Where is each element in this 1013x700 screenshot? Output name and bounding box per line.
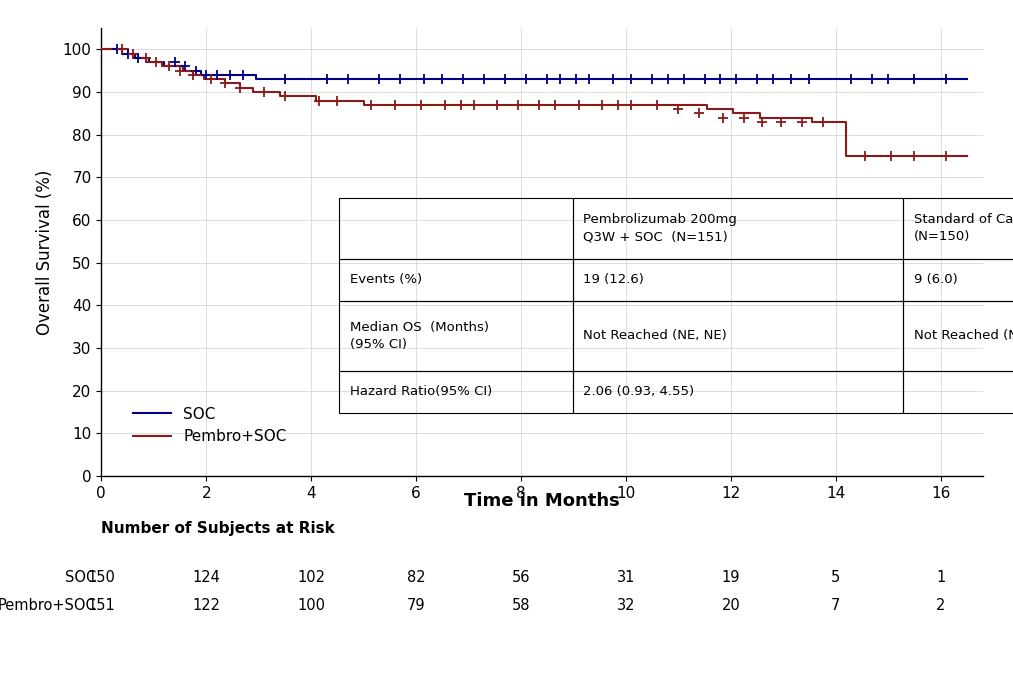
Bar: [339, 198, 572, 259]
Text: 2: 2: [936, 598, 945, 613]
Text: 100: 100: [297, 598, 325, 613]
Text: 102: 102: [297, 570, 325, 585]
Text: Not Reached (NE, NE): Not Reached (NE, NE): [583, 330, 727, 342]
Bar: [572, 198, 904, 259]
Text: SOC: SOC: [65, 570, 96, 585]
Bar: [904, 371, 1013, 413]
Bar: [904, 259, 1013, 301]
Text: 150: 150: [87, 570, 115, 585]
Text: Median OS  (Months)
(95% CI): Median OS (Months) (95% CI): [349, 321, 489, 351]
Text: Pembro+SOC: Pembro+SOC: [0, 598, 96, 613]
Text: 79: 79: [407, 598, 425, 613]
Text: Time in Months: Time in Months: [464, 491, 620, 510]
Text: 82: 82: [407, 570, 425, 585]
Text: 5: 5: [831, 570, 841, 585]
Bar: [572, 259, 904, 301]
Text: 7: 7: [831, 598, 841, 613]
Text: 56: 56: [512, 570, 530, 585]
Text: Not Reached (NE, NE): Not Reached (NE, NE): [914, 330, 1013, 342]
Text: 122: 122: [192, 598, 220, 613]
Text: 1: 1: [936, 570, 945, 585]
Bar: [904, 198, 1013, 259]
Text: 19 (12.6): 19 (12.6): [583, 274, 644, 286]
Bar: [572, 371, 904, 413]
Text: 58: 58: [512, 598, 530, 613]
Text: 151: 151: [87, 598, 115, 613]
Bar: [339, 371, 572, 413]
Bar: [339, 301, 572, 371]
Text: 20: 20: [721, 598, 741, 613]
Text: Hazard Ratio(95% CI): Hazard Ratio(95% CI): [349, 386, 492, 398]
Text: 19: 19: [721, 570, 741, 585]
Text: Standard of Care
(N=150): Standard of Care (N=150): [914, 214, 1013, 244]
Text: 9 (6.0): 9 (6.0): [914, 274, 957, 286]
Text: Events (%): Events (%): [349, 274, 422, 286]
Text: 32: 32: [617, 598, 635, 613]
Text: Number of Subjects at Risk: Number of Subjects at Risk: [101, 522, 335, 536]
Y-axis label: Overall Survival (%): Overall Survival (%): [36, 169, 55, 335]
Text: 2.06 (0.93, 4.55): 2.06 (0.93, 4.55): [583, 386, 695, 398]
Bar: [572, 301, 904, 371]
Text: 124: 124: [192, 570, 220, 585]
Bar: [904, 301, 1013, 371]
Bar: [339, 259, 572, 301]
Legend: SOC, Pembro+SOC: SOC, Pembro+SOC: [127, 400, 293, 450]
Text: Pembrolizumab 200mg
Q3W + SOC  (N=151): Pembrolizumab 200mg Q3W + SOC (N=151): [583, 214, 737, 244]
Text: 31: 31: [617, 570, 635, 585]
